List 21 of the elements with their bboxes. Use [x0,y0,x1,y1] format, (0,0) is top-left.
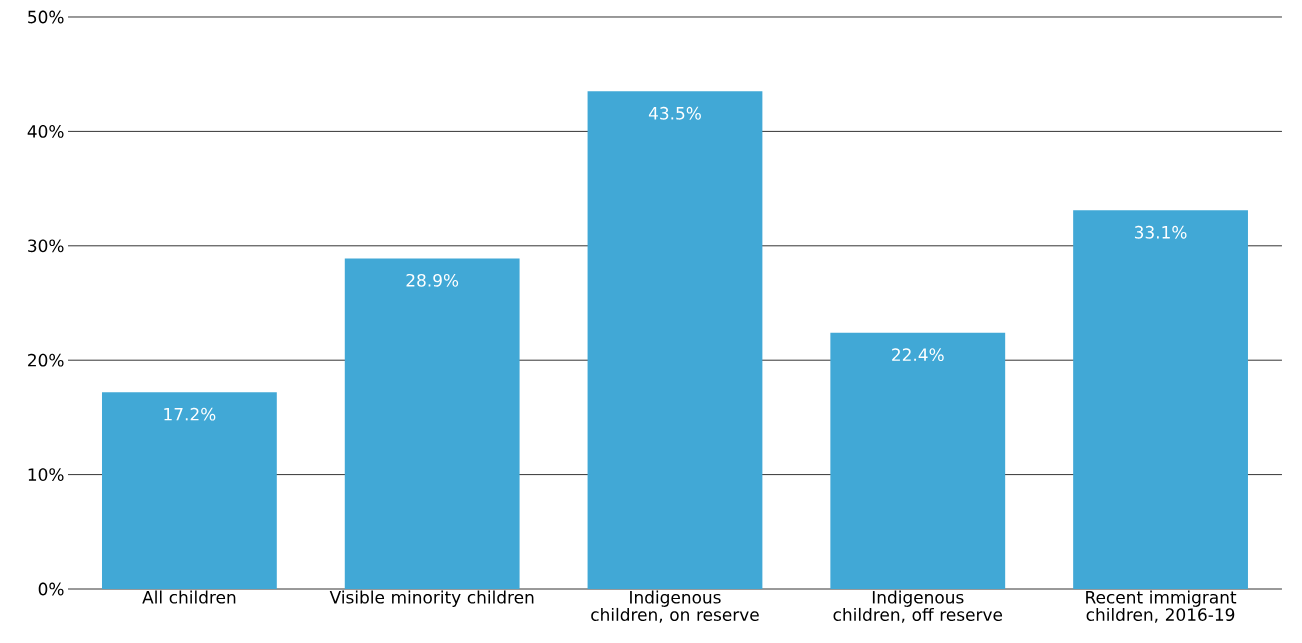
bar [344,258,520,589]
bar [587,91,763,589]
x-tick-label: All children [142,590,236,604]
bar [101,392,277,589]
data-label: 17.2% [164,407,216,421]
y-tick-label: 0% [38,582,64,596]
data-label: 22.4% [892,348,944,362]
x-tick-label: Indigenous children, off reserve [833,590,1003,623]
data-label: 28.9% [406,273,459,287]
bar [1073,210,1248,589]
y-tick-label: 20% [28,353,64,367]
y-tick-label: 30% [28,239,64,253]
data-label: 43.5% [648,106,701,120]
x-tick-label: Visible minority children [329,590,534,607]
y-tick-label: 40% [27,124,64,138]
y-tick-label: 50% [28,10,64,24]
y-tick-label: 10% [28,468,64,481]
x-tick-label: Recent immigrant children, 2016-19 [1086,590,1237,623]
bar [830,332,1006,589]
data-label: 33.1% [1134,225,1187,239]
x-tick-label: Indigenous children, on reserve [591,590,759,623]
